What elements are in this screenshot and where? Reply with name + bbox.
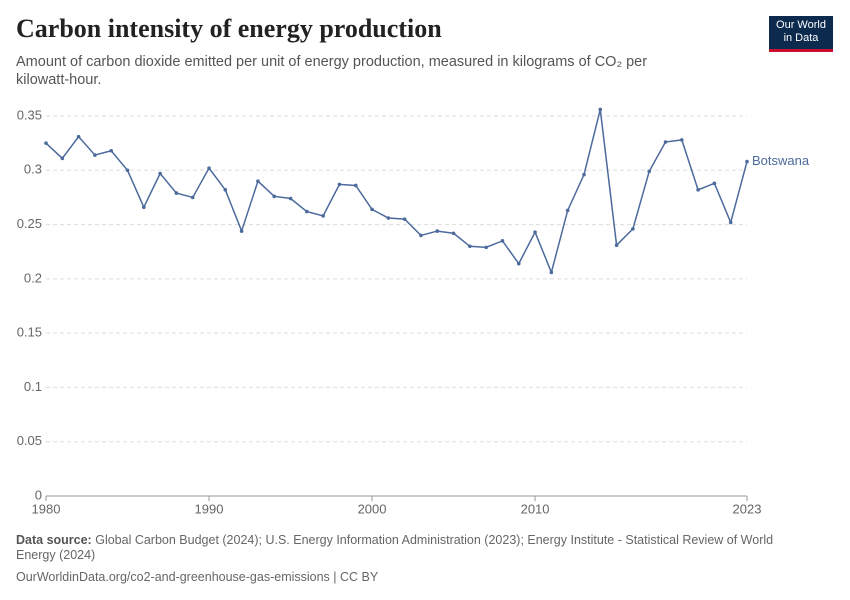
- logo-line: in Data: [783, 32, 819, 44]
- point: [174, 191, 179, 195]
- point: [745, 159, 749, 164]
- point: [516, 261, 521, 266]
- logo[interactable]: Our World in Data: [769, 16, 833, 52]
- point: [419, 233, 423, 238]
- point: [679, 138, 684, 142]
- point: [76, 134, 81, 139]
- point: [468, 244, 472, 249]
- source-label: Data source:: [16, 533, 92, 547]
- point: [549, 270, 554, 275]
- y-tick-label: 0.05: [17, 433, 42, 448]
- point: [500, 239, 505, 243]
- source: Data source: Global Carbon Budget (2024)…: [16, 533, 806, 563]
- chart-subtitle: Amount of carbon dioxide emitted per uni…: [16, 54, 648, 88]
- point: [451, 231, 456, 236]
- point: [239, 229, 244, 233]
- point: [565, 208, 570, 213]
- point: [272, 194, 277, 199]
- point: [256, 179, 260, 183]
- x-tick-label: 1980: [32, 501, 61, 516]
- point: [435, 229, 440, 233]
- x-tick-label: 2023: [733, 501, 762, 516]
- y-tick-label: 0.35: [17, 107, 42, 122]
- point: [207, 166, 211, 170]
- point: [386, 216, 391, 220]
- x-tick-label: 2010: [521, 501, 550, 516]
- series-label: Botswana: [752, 153, 810, 168]
- point: [190, 195, 195, 200]
- y-tick-label: 0.15: [17, 325, 42, 340]
- point: [44, 141, 48, 145]
- logo-line: Our World: [776, 19, 826, 31]
- point: [402, 217, 407, 221]
- point: [533, 230, 537, 234]
- y-tick-label: 0.3: [24, 162, 42, 177]
- point: [125, 168, 130, 173]
- chart: 0 0.05 0.1 0.15 0.2 0.25 0.3 0.35 1980 1990 2000 20…: [17, 107, 810, 516]
- point: [598, 107, 603, 112]
- point: [728, 220, 733, 225]
- point: [305, 209, 309, 214]
- x-tick-label: 1990: [195, 501, 224, 516]
- point: [631, 227, 635, 231]
- point: [712, 181, 717, 186]
- point: [663, 140, 668, 144]
- point: [337, 182, 342, 187]
- point: [142, 205, 146, 209]
- point: [158, 171, 162, 176]
- source-text: Global Carbon Budget (2024); U.S. Energy…: [16, 533, 774, 562]
- y-tick-label: 0.25: [17, 216, 42, 231]
- x-tick-label: 2000: [358, 501, 387, 516]
- point: [93, 153, 97, 157]
- chart-title: Carbon intensity of energy production: [16, 14, 442, 43]
- point: [484, 245, 488, 250]
- y-tick-label: 0.2: [24, 270, 42, 285]
- point: [647, 169, 651, 174]
- point: [614, 243, 619, 247]
- point: [288, 196, 293, 201]
- point: [696, 188, 700, 192]
- point: [370, 207, 374, 212]
- point: [223, 188, 228, 192]
- y-tick-label: 0.1: [24, 379, 42, 394]
- footer[interactable]: OurWorldinData.org/co2-and-greenhouse-ga…: [16, 570, 379, 584]
- line: [45, 109, 748, 275]
- point: [321, 214, 325, 218]
- point: [109, 148, 114, 153]
- y-tick-label: 0: [35, 487, 42, 502]
- point: [60, 156, 65, 161]
- point: [353, 183, 358, 188]
- point: [582, 172, 586, 177]
